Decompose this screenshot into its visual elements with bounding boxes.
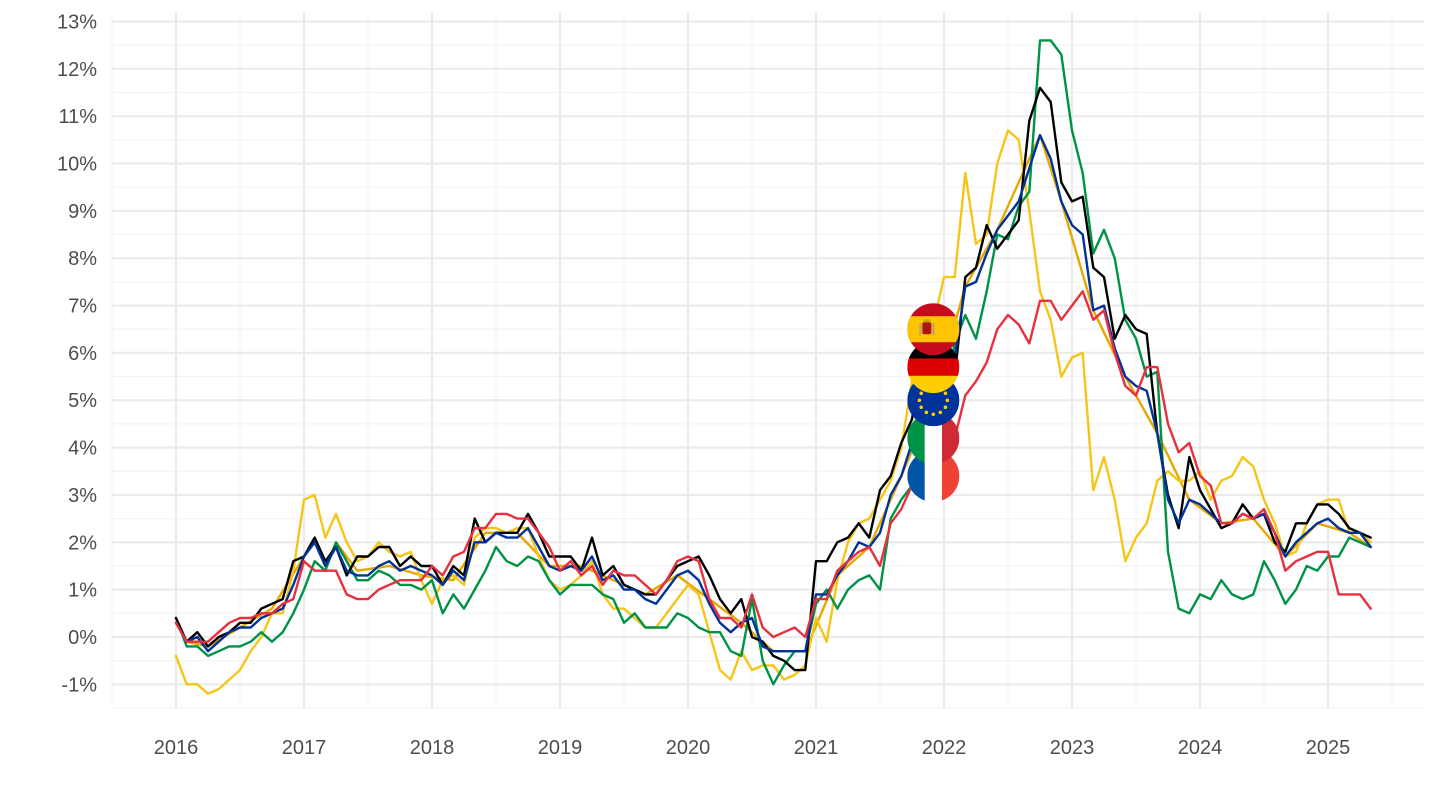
series-line-spain [174, 129, 1372, 695]
series-line-italy [174, 39, 1372, 686]
x-tick-label: 2018 [410, 737, 455, 759]
spain-flag-icon [907, 303, 960, 356]
y-tick-label: 11% [58, 106, 97, 128]
y-tick-label: -1% [61, 674, 97, 696]
minor-gridlines [111, 12, 1424, 709]
major-gridlines [112, 12, 1424, 708]
x-tick-label: 2017 [282, 737, 327, 759]
y-tick-label: 12% [57, 59, 97, 81]
x-tick-label: 2023 [1050, 737, 1095, 759]
x-tick-label: 2016 [154, 737, 199, 759]
series-line-germany [174, 86, 1372, 672]
x-tick-label: 2024 [1178, 737, 1223, 759]
x-tick-label: 2019 [538, 737, 583, 759]
series-lines [174, 39, 1372, 695]
x-tick-label: 2025 [1306, 737, 1351, 759]
series-line-france [174, 290, 1372, 643]
y-tick-label: 9% [68, 201, 97, 223]
y-tick-label: 8% [68, 248, 97, 270]
x-tick-label: 2022 [922, 737, 967, 759]
y-axis-tick-labels: -1% 0% 1% 2% 3% 4% 5% 6% 7% 8% 9% 10% 11% 12% 13% [57, 11, 97, 696]
y-tick-label: 6% [68, 343, 97, 365]
y-tick-label: 1% [68, 580, 97, 602]
flag-markers [907, 303, 960, 502]
x-tick-label: 2021 [794, 737, 839, 759]
y-tick-label: 5% [68, 390, 97, 412]
series-line-euro-area [174, 133, 1372, 653]
x-axis-tick-labels: 2016 2017 2018 2019 2020 2021 2022 2023 2024 2025 [154, 737, 1351, 759]
y-tick-label: 3% [68, 485, 97, 507]
y-tick-label: 13% [57, 11, 97, 33]
x-tick-label: 2020 [666, 737, 711, 759]
y-tick-label: 4% [68, 438, 97, 460]
y-tick-label: 2% [68, 532, 97, 554]
y-tick-label: 7% [68, 296, 97, 318]
y-tick-label: 0% [68, 627, 97, 649]
y-tick-label: 10% [57, 154, 97, 176]
